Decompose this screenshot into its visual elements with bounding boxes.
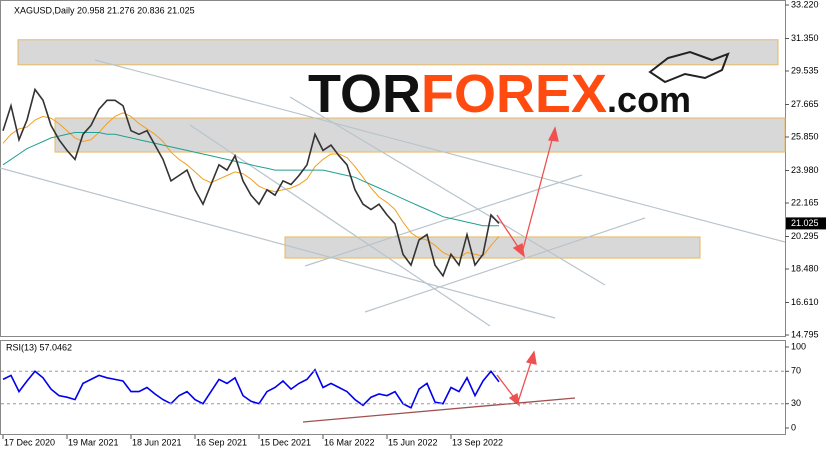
zone <box>284 236 701 259</box>
last-price-box <box>786 217 826 230</box>
y-tick-label: 33.220 <box>791 0 819 9</box>
trendline <box>304 174 583 267</box>
logo-part: TOR <box>308 64 421 124</box>
trendline <box>0 167 556 319</box>
trendline <box>189 124 491 327</box>
y-tick-label: 29.535 <box>791 65 819 75</box>
logo-part: .com <box>607 79 691 120</box>
series-line <box>2 112 500 259</box>
y-tick-label: 31.350 <box>791 33 819 43</box>
chart-title: XAGUSD,Daily 20.958 21.276 20.836 21.025 <box>14 5 195 15</box>
x-tick-label: 18 Jun 2021 <box>132 437 182 447</box>
arrows <box>496 126 559 407</box>
y-tick-label: 23.980 <box>791 165 819 175</box>
y-tick-label: 25.850 <box>791 131 819 141</box>
series-line <box>2 87 500 278</box>
arrow-head <box>548 126 559 142</box>
arrow <box>517 358 533 403</box>
logo: TORFOREX.com <box>308 64 691 124</box>
x-tick-label: 16 Mar 2022 <box>324 437 375 447</box>
y-tick-label: 14.795 <box>791 329 819 339</box>
arrow-head <box>508 392 520 407</box>
x-tick-label: 13 Sep 2022 <box>452 437 503 447</box>
rsi-title: RSI(13) 57.0462 <box>6 342 72 352</box>
trendlines <box>0 59 786 327</box>
logo-icon <box>648 50 730 84</box>
zone <box>17 39 779 66</box>
arrow-head <box>525 350 537 365</box>
arrow <box>521 135 554 254</box>
trendline <box>94 59 786 243</box>
logo-part: FOREX <box>421 64 607 124</box>
rsi-trendline <box>302 397 576 423</box>
trendline <box>289 96 606 286</box>
series-line <box>2 368 500 409</box>
y-tick-label: 0 <box>791 422 796 432</box>
last-price-label: 21.025 <box>791 218 819 228</box>
y-tick-label: 20.295 <box>791 231 819 241</box>
y-tick-label: 30 <box>791 398 801 408</box>
trendline <box>364 217 646 313</box>
y-tick-label: 16.610 <box>791 297 819 307</box>
y-tick-label: 70 <box>791 366 801 376</box>
x-tick-label: 15 Dec 2021 <box>260 437 311 447</box>
arrow <box>496 214 521 251</box>
x-tick-label: 15 Jun 2022 <box>388 437 438 447</box>
zone <box>54 117 786 153</box>
y-tick-label: 22.165 <box>791 197 819 207</box>
rsi-panel <box>0 340 786 435</box>
y-tick-label: 27.665 <box>791 99 819 109</box>
x-tick-label: 19 Mar 2021 <box>68 437 119 447</box>
x-tick-label: 16 Sep 2021 <box>196 437 247 447</box>
x-tick-label: 17 Dec 2020 <box>4 437 55 447</box>
y-tick-label: 18.480 <box>791 263 819 273</box>
y-tick-label: 100 <box>791 341 806 351</box>
